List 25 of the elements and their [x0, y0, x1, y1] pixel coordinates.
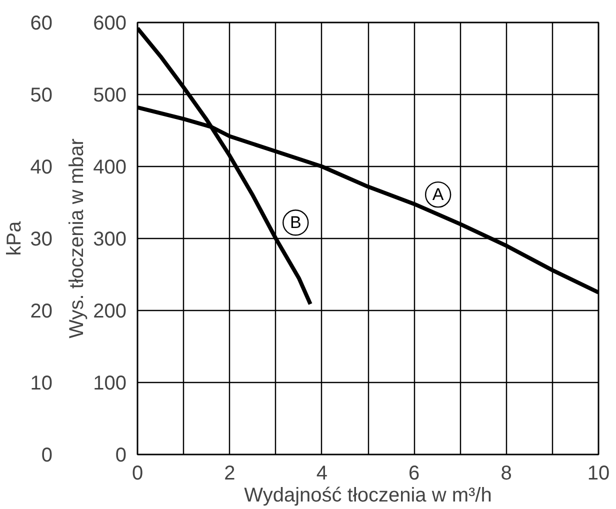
y2-tick-label: 20 [30, 300, 53, 322]
x-tick-label: 4 [316, 462, 328, 484]
x-tick-label: 8 [500, 462, 512, 484]
y2-tick-label: 10 [30, 372, 53, 394]
y2-tick-label: 40 [30, 156, 53, 178]
y2-axis-title: kPa [3, 220, 26, 256]
y-tick-label: 200 [93, 300, 127, 322]
annotation: B [290, 213, 302, 232]
y-tick-label: 0 [115, 444, 126, 466]
x-axis-title: Wydajność tłoczenia w m³/h [244, 484, 492, 506]
y-tick-label: 500 [93, 84, 127, 106]
x-tick-label: 0 [132, 462, 144, 484]
annotation: A [432, 185, 444, 204]
x-tick-label: 10 [587, 462, 610, 484]
y-tick-label: 400 [93, 156, 127, 178]
y-tick-label: 300 [93, 228, 127, 250]
y-axis-title: Wys. tłoczenia w mbar [66, 138, 88, 338]
y2-tick-label: 30 [30, 228, 53, 250]
y-tick-label: 600 [93, 12, 127, 34]
y2-tick-label: 0 [41, 444, 52, 466]
y2-tick-label: 60 [30, 12, 53, 34]
y-tick-label: 100 [93, 372, 127, 394]
x-tick-label: 2 [224, 462, 236, 484]
x-tick-label: 6 [408, 462, 420, 484]
y2-tick-label: 50 [30, 84, 53, 106]
